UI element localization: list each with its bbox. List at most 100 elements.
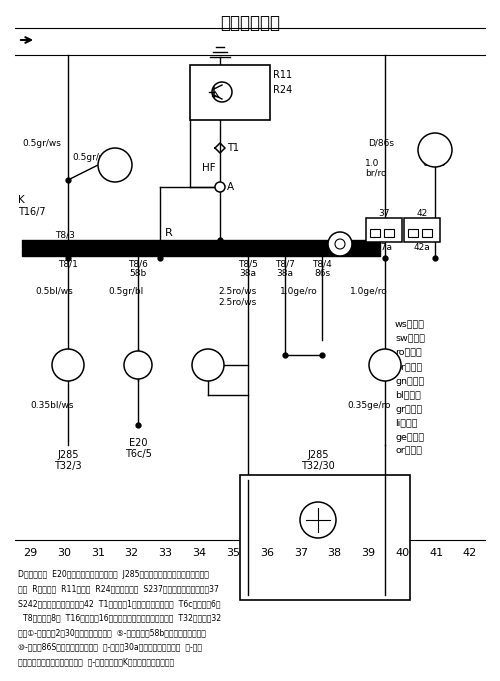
- Text: 29: 29: [23, 548, 37, 558]
- Bar: [422, 229, 432, 237]
- Text: ⑩-连接（86S），在仪表板线束内  ⑫-连接（30a），在仪表板线束内  ⑶-连接: ⑩-连接（86S），在仪表板线束内 ⑫-连接（30a），在仪表板线束内 ⑶-连接: [18, 642, 202, 652]
- Text: 58b: 58b: [130, 268, 146, 277]
- Text: T8/7: T8/7: [275, 259, 295, 268]
- Circle shape: [192, 349, 224, 381]
- Text: 1.0ge/ro: 1.0ge/ro: [350, 287, 388, 296]
- Text: 32: 32: [124, 548, 138, 558]
- Text: 收音机、天线: 收音机、天线: [220, 14, 280, 32]
- Bar: [408, 229, 418, 237]
- Circle shape: [369, 349, 401, 381]
- Text: 42: 42: [463, 548, 477, 558]
- Text: R24: R24: [273, 85, 292, 95]
- Text: 38: 38: [328, 548, 342, 558]
- Circle shape: [300, 502, 336, 538]
- Circle shape: [418, 133, 452, 167]
- Text: 2.5ro/ws: 2.5ro/ws: [218, 287, 256, 296]
- Text: E20: E20: [129, 438, 147, 448]
- Text: 0.5gr/ws: 0.5gr/ws: [22, 138, 61, 148]
- Text: T8/5: T8/5: [238, 259, 258, 268]
- Circle shape: [124, 351, 152, 379]
- Text: R11: R11: [273, 70, 292, 80]
- Circle shape: [335, 239, 345, 249]
- Text: A21: A21: [376, 360, 394, 370]
- Text: li＝紫色: li＝紫色: [395, 419, 417, 428]
- Text: A76: A76: [106, 160, 124, 170]
- Text: gn＝綠色: gn＝綠色: [395, 377, 424, 385]
- Text: HF: HF: [202, 163, 215, 173]
- Text: 86s: 86s: [314, 268, 330, 277]
- Text: T8－插头，8孔  T16－插头，16孔，在仪表板中部，自诊断接口  T32－插头，32: T8－插头，8孔 T16－插头，16孔，在仪表板中部，自诊断接口 T32－插头，…: [18, 614, 221, 622]
- Text: 42a: 42a: [414, 242, 430, 251]
- Text: 0.5bl/ws: 0.5bl/ws: [35, 287, 73, 296]
- Text: 35: 35: [226, 548, 240, 558]
- Text: ws＝白色: ws＝白色: [395, 321, 425, 330]
- Text: 6.0ro: 6.0ro: [422, 159, 446, 168]
- Text: 41: 41: [429, 548, 443, 558]
- Text: 37: 37: [378, 210, 390, 219]
- Bar: [190, 65, 270, 120]
- Bar: [384, 229, 394, 237]
- Text: 37: 37: [294, 548, 308, 558]
- Text: （车速信号），在仪表板线束内  ⑷-连接（自诊断K线），在仪表板线束内: （车速信号），在仪表板线束内 ⑷-连接（自诊断K线），在仪表板线束内: [18, 657, 174, 666]
- Text: T6c/5: T6c/5: [124, 449, 152, 459]
- Text: or＝橙色: or＝橙色: [395, 447, 422, 456]
- Bar: [240, 475, 410, 600]
- Text: S237: S237: [374, 223, 394, 232]
- Text: T8/4: T8/4: [312, 259, 332, 268]
- Text: T1: T1: [227, 143, 239, 153]
- Text: T8/6: T8/6: [128, 259, 148, 268]
- Text: ge＝黄色: ge＝黄色: [395, 432, 424, 441]
- Text: R: R: [165, 228, 173, 238]
- Text: 36: 36: [260, 548, 274, 558]
- Text: 31: 31: [90, 548, 104, 558]
- Text: 0.5gr/bl: 0.5gr/bl: [108, 287, 144, 296]
- Circle shape: [212, 82, 232, 102]
- Bar: [366, 218, 402, 242]
- Text: sw＝黑色: sw＝黑色: [395, 334, 425, 343]
- Text: A23: A23: [198, 360, 218, 370]
- Text: 42: 42: [416, 210, 428, 219]
- Text: T32/30: T32/30: [301, 461, 335, 471]
- Bar: [404, 218, 440, 242]
- Text: 表内  R－收音机  R11－天线  R24－天线放大器  S237－保险丝支架上保险丝37: 表内 R－收音机 R11－天线 R24－天线放大器 S237－保险丝支架上保险丝…: [18, 584, 219, 594]
- Text: 38a: 38a: [240, 268, 256, 277]
- Text: K: K: [18, 195, 25, 205]
- Circle shape: [328, 232, 352, 256]
- Text: 39: 39: [362, 548, 376, 558]
- Text: ro＝红色: ro＝红色: [395, 349, 422, 358]
- Text: A: A: [227, 182, 234, 192]
- Text: 25A: 25A: [414, 232, 430, 240]
- Text: 501: 501: [426, 145, 444, 155]
- Text: 33: 33: [158, 548, 172, 558]
- Text: D/86s: D/86s: [368, 138, 394, 148]
- Text: br/ro: br/ro: [365, 168, 386, 178]
- Text: 1.0: 1.0: [365, 159, 380, 168]
- Bar: [370, 229, 380, 237]
- Text: A4: A4: [132, 360, 144, 370]
- Text: 0.5gr/ws: 0.5gr/ws: [72, 153, 111, 163]
- Text: J285: J285: [307, 450, 329, 460]
- Text: 1.0ge/ro: 1.0ge/ro: [280, 287, 318, 296]
- Text: T16/7: T16/7: [18, 207, 46, 217]
- Text: 孔，①-螺旋连接2（30），在继电器盒上  ⑤-正极连接（58b），在仪表板线束内: 孔，①-螺旋连接2（30），在继电器盒上 ⑤-正极连接（58b），在仪表板线束内: [18, 628, 206, 637]
- Text: T8/1: T8/1: [58, 259, 78, 268]
- Text: 2.5ro/ws: 2.5ro/ws: [218, 298, 256, 306]
- Text: 37a: 37a: [376, 242, 392, 251]
- Text: 30: 30: [57, 548, 71, 558]
- Text: T32/3: T32/3: [54, 461, 82, 471]
- Text: D－点火开关  E20－开关及仪表照明调节器  J285－带显示器的电控单元，在组合仪: D－点火开关 E20－开关及仪表照明调节器 J285－带显示器的电控单元，在组合…: [18, 570, 209, 579]
- Text: 10A: 10A: [376, 232, 392, 240]
- Text: T8/3: T8/3: [55, 230, 75, 240]
- Text: 34: 34: [192, 548, 206, 558]
- Text: bl＝蓝色: bl＝蓝色: [395, 390, 421, 400]
- Text: J285: J285: [57, 450, 79, 460]
- Text: 0.35ge/ro: 0.35ge/ro: [347, 400, 391, 409]
- Text: S242: S242: [412, 223, 432, 232]
- Circle shape: [215, 182, 225, 192]
- Text: 40: 40: [395, 548, 409, 558]
- Text: S242－保险丝支架上保险丝42  T1－插头，1孔，在车顶天线附近  T6c－插头，6孔: S242－保险丝支架上保险丝42 T1－插头，1孔，在车顶天线附近 T6c－插头…: [18, 599, 220, 608]
- Text: br＝棕色: br＝棕色: [395, 362, 422, 372]
- Text: 38a: 38a: [276, 268, 293, 277]
- Circle shape: [98, 148, 132, 182]
- Text: gr＝灰色: gr＝灰色: [395, 405, 422, 413]
